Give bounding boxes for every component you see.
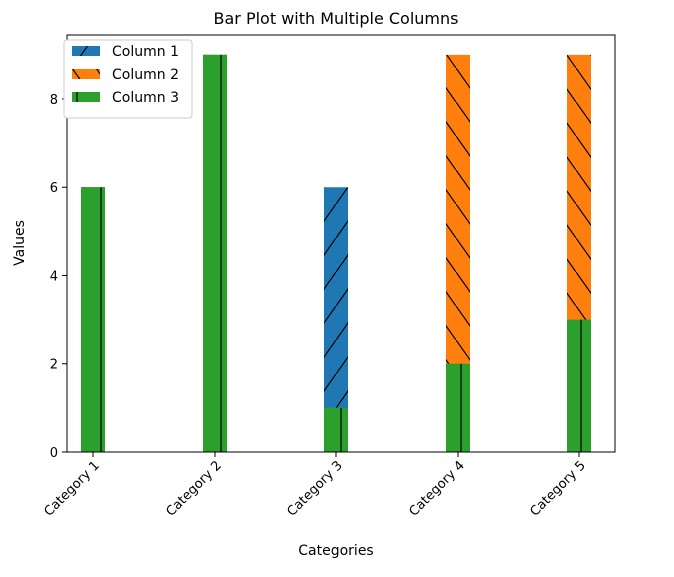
legend-swatch: [72, 69, 100, 79]
chart-title: Bar Plot with Multiple Columns: [214, 9, 459, 28]
plot-frame: [66, 34, 616, 453]
legend: Column 1 Column 2 Column 3: [63, 39, 193, 119]
bar-column-3-cat-5: [567, 319, 591, 452]
bar-column-3-cat-1: [81, 187, 105, 452]
y-tick-label: 8: [50, 93, 58, 108]
x-tick-label: Category 4: [406, 458, 467, 519]
x-tick-label: Category 1: [41, 458, 102, 519]
x-axis-label: Categories: [298, 543, 373, 559]
bars-group: [81, 54, 591, 452]
bar-column-3-cat-4: [446, 363, 470, 452]
y-axis: 0 2 4 6 8: [50, 93, 67, 461]
x-axis: Category 1 Category 2 Category 3 Category 4…: [41, 452, 589, 520]
x-tick-label: Category 3: [284, 458, 345, 519]
legend-swatch: [72, 46, 100, 56]
bar-column-3-cat-2: [203, 54, 227, 452]
legend-label: Column 2: [112, 67, 179, 83]
x-tick-label: Category 2: [163, 458, 224, 519]
legend-swatch: [72, 92, 100, 102]
y-tick-label: 4: [50, 269, 58, 284]
bar-column-3-cat-3: [324, 407, 348, 452]
y-tick-label: 0: [50, 446, 58, 461]
x-tick-label: Category 5: [527, 458, 588, 519]
y-tick-label: 6: [50, 181, 58, 196]
y-tick-label: 2: [50, 358, 58, 373]
y-axis-label: Values: [12, 220, 28, 266]
legend-label: Column 1: [112, 44, 179, 60]
legend-label: Column 3: [112, 90, 179, 106]
